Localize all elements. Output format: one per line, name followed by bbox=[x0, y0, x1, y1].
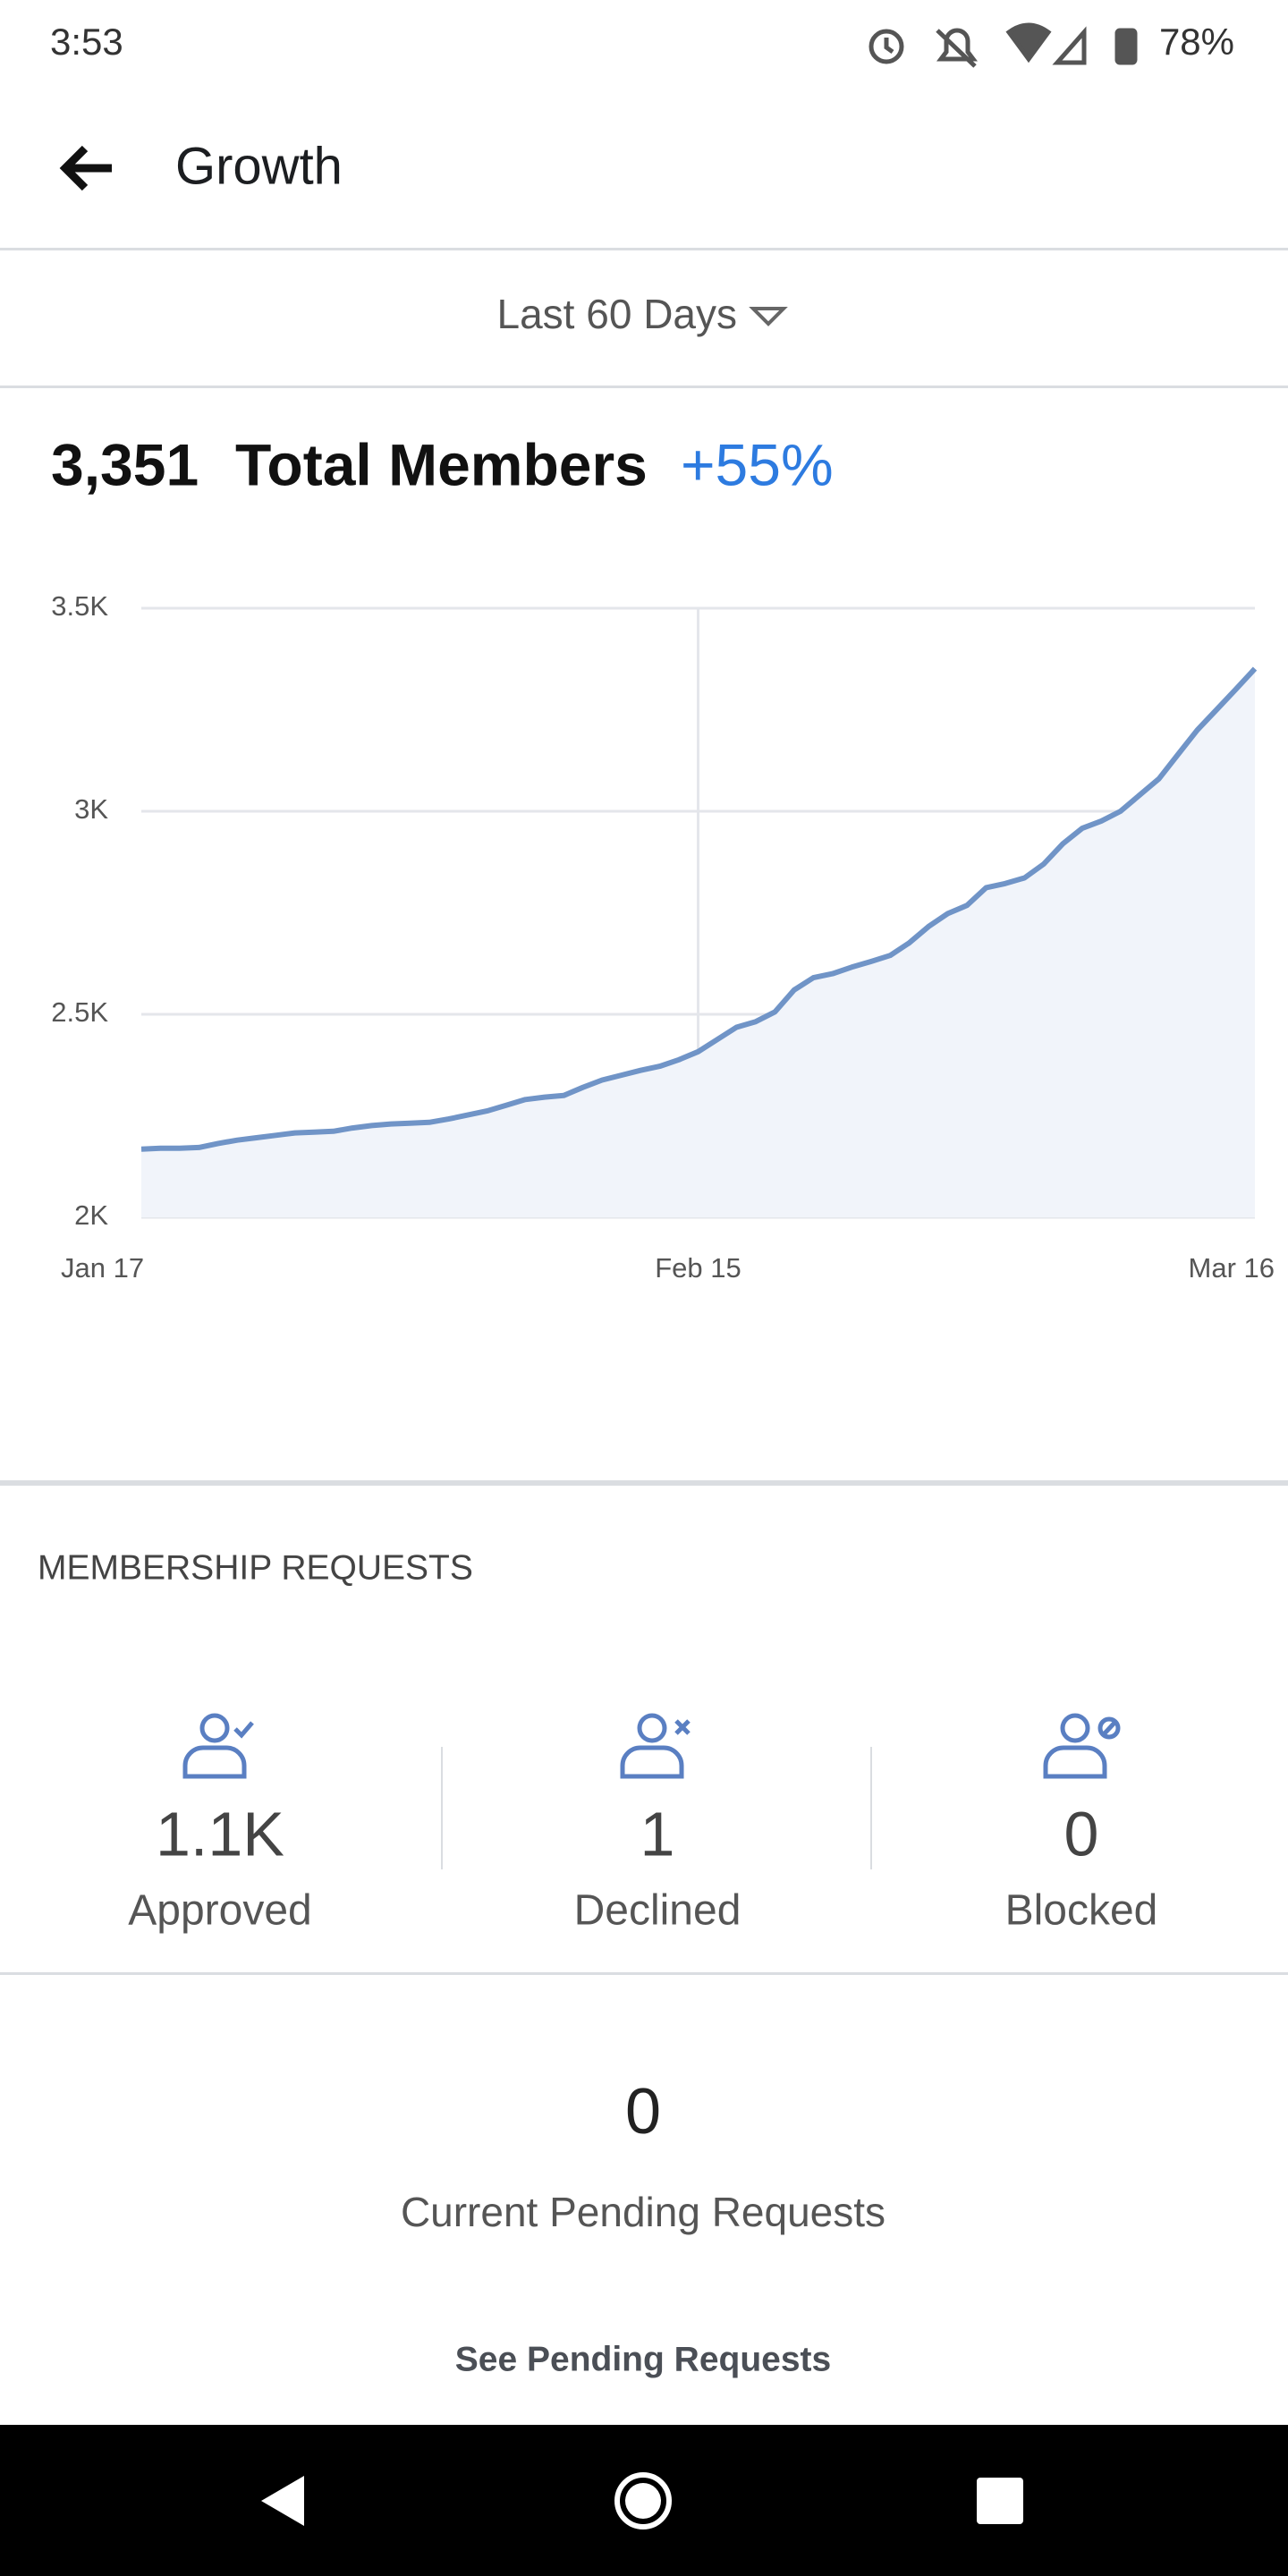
dropdown-icon bbox=[749, 307, 788, 326]
stat-separator bbox=[870, 1747, 872, 1869]
divider bbox=[0, 386, 1288, 388]
nav-back[interactable] bbox=[261, 2476, 304, 2526]
filter-label: Last 60 Days bbox=[497, 291, 737, 337]
see-pending-button[interactable]: See Pending Requests bbox=[455, 2340, 831, 2378]
filter-dropdown[interactable]: Last 60 Days bbox=[497, 291, 788, 337]
area bbox=[141, 668, 1255, 1217]
stats: 1.1K Approved 1 Declined 0 Blocked bbox=[128, 1799, 1157, 1934]
section-divider bbox=[0, 1480, 1288, 1486]
nav-home[interactable] bbox=[614, 2472, 672, 2529]
y-tick-label: 3K bbox=[74, 793, 108, 825]
pending-label: Current Pending Requests bbox=[401, 2189, 886, 2235]
back-button[interactable] bbox=[59, 145, 112, 191]
stat-value: 1 bbox=[640, 1799, 675, 1868]
member-label: Total Members bbox=[235, 431, 648, 497]
y-tick-label: 2K bbox=[74, 1199, 108, 1231]
divider bbox=[0, 248, 1288, 250]
divider bbox=[0, 1972, 1288, 1975]
stat-label: Declined bbox=[574, 1887, 741, 1935]
nav-recents[interactable] bbox=[977, 2478, 1023, 2524]
x-tick-label: Jan 17 bbox=[61, 1252, 144, 1284]
y-tick-label: 3.5K bbox=[51, 590, 108, 622]
pending-count: 0 bbox=[625, 2076, 661, 2148]
status-icons bbox=[869, 22, 1138, 68]
member-change: +55% bbox=[681, 431, 834, 497]
stat-icons bbox=[182, 1713, 1121, 1779]
stat-value: 0 bbox=[1064, 1799, 1099, 1868]
stat-value: 1.1K bbox=[156, 1799, 284, 1868]
chart: 2K 2.5K 3K 3.5K Jan 17 Feb 15 Mar 16 bbox=[51, 590, 1275, 1284]
y-tick-label: 2.5K bbox=[51, 996, 108, 1028]
header-title: Growth bbox=[175, 137, 343, 195]
status-time: 3:53 bbox=[50, 21, 123, 63]
nav-home-dot bbox=[625, 2483, 661, 2519]
stat-label: Blocked bbox=[1005, 1887, 1158, 1935]
stat-separator bbox=[441, 1747, 443, 1869]
x-tick-label: Mar 16 bbox=[1189, 1252, 1275, 1284]
member-count: 3,351 bbox=[51, 431, 199, 497]
x-tick-label: Feb 15 bbox=[655, 1252, 741, 1284]
stat-label: Approved bbox=[128, 1887, 311, 1935]
battery-text: 78% bbox=[1159, 21, 1234, 63]
section-title: MEMBERSHIP REQUESTS bbox=[38, 1548, 473, 1587]
line bbox=[140, 666, 1258, 1152]
